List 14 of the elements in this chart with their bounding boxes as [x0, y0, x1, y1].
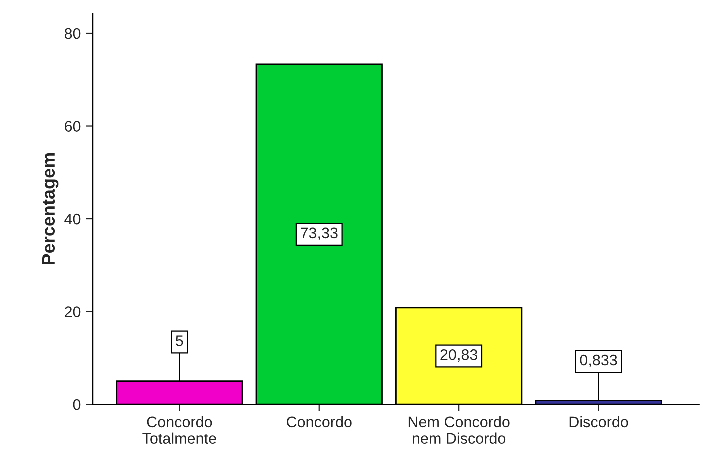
x-tick-label: Concordo	[287, 416, 352, 428]
data-label: 20,83	[440, 350, 478, 362]
data-label: 5	[176, 336, 184, 346]
data-label: 73,33	[301, 228, 338, 240]
y-tick-label: 0	[73, 399, 81, 410]
data-label: 0,833	[580, 354, 618, 368]
x-tick-label: Nem Concordo nem Discordo	[408, 416, 510, 444]
y-tick-label: 40	[64, 214, 81, 225]
y-tick-label: 60	[65, 121, 81, 132]
y-tick-label: 80	[64, 28, 81, 40]
y-axis-title: Percentagem	[42, 153, 59, 265]
y-tick-label: 20	[65, 306, 81, 318]
x-tick-label: Concordo Totalmente	[142, 416, 216, 444]
x-tick-label: Discordo	[570, 416, 628, 428]
